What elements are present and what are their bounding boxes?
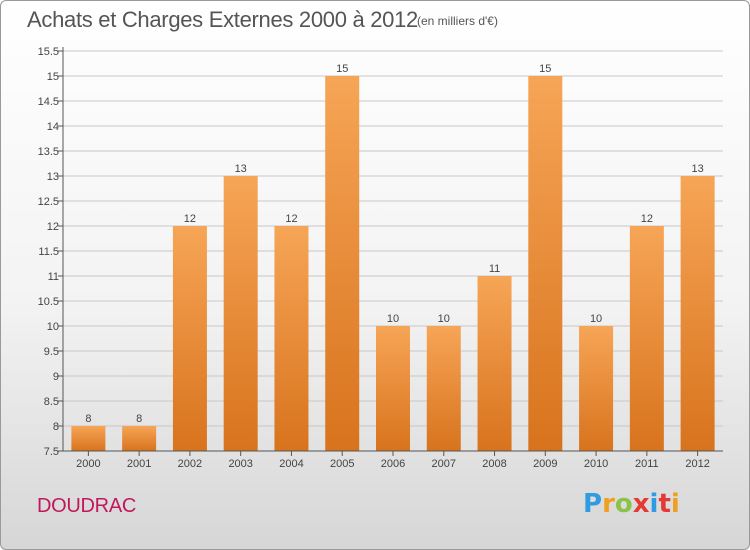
y-tick-label: 8 — [53, 421, 59, 433]
x-tick-label: 2009 — [533, 458, 557, 470]
bar-2004 — [274, 226, 309, 451]
value-label-2006: 10 — [387, 313, 399, 325]
value-label-2012: 13 — [691, 163, 703, 175]
bar-2002 — [172, 226, 207, 451]
brand-letter: i — [649, 489, 659, 519]
brand-letter: t — [658, 489, 671, 519]
y-tick-label: 13 — [47, 171, 59, 183]
brand-letter: o — [614, 489, 633, 519]
x-tick-label: 2001 — [127, 458, 151, 470]
y-tick-label: 7.5 — [44, 446, 59, 458]
value-label-2001: 8 — [136, 413, 142, 425]
x-tick-label: 2002 — [178, 458, 202, 470]
bar-2009 — [528, 76, 563, 451]
value-label-2003: 13 — [235, 163, 247, 175]
x-tick-label: 2003 — [228, 458, 252, 470]
bar-2010 — [579, 326, 614, 451]
labels: 7.5 8 8.5 9 9.5 10 10.5 11 11.5 12 12.5 13 13.5 14 14.… — [38, 46, 710, 470]
bar-2008 — [477, 276, 512, 451]
y-tick-label: 9 — [53, 371, 59, 383]
y-tick-label: 10 — [47, 321, 59, 333]
y-tick-label: 10.5 — [38, 296, 59, 308]
y-tick-label: 12 — [47, 221, 59, 233]
y-tick-label: 11.5 — [38, 246, 59, 258]
x-tick-label: 2010 — [584, 458, 608, 470]
y-tick-label: 15.5 — [38, 46, 59, 58]
brand-letter: i — [670, 489, 680, 519]
y-tick-label: 15 — [47, 71, 59, 83]
bar-2001 — [122, 426, 157, 451]
y-tick-label: 12.5 — [38, 196, 59, 208]
value-label-2011: 12 — [641, 213, 653, 225]
bar-2012 — [680, 176, 715, 451]
bar-2003 — [223, 176, 258, 451]
x-tick-label: 2004 — [279, 458, 303, 470]
value-label-2004: 12 — [285, 213, 297, 225]
axes — [58, 47, 723, 456]
bar-2006 — [376, 326, 410, 451]
chart-unit-label: (en milliers d'€) — [417, 14, 498, 28]
proxiti-logo: Proxiti — [583, 489, 680, 519]
commune-name: DOUDRAC — [37, 495, 137, 517]
x-tick-label: 2007 — [432, 458, 456, 470]
value-label-2002: 12 — [184, 213, 196, 225]
y-tick-label: 8.5 — [44, 396, 59, 408]
bar-2005 — [325, 76, 360, 451]
x-tick-label: 2012 — [685, 458, 709, 470]
y-tick-label: 11 — [48, 271, 59, 283]
bar-2007 — [426, 326, 461, 451]
chart-title: Achats et Charges Externes 2000 à 2012 — [27, 7, 418, 32]
bar-2000 — [71, 426, 106, 451]
value-label-2007: 10 — [438, 313, 450, 325]
brand-letter: r — [602, 489, 615, 519]
x-tick-label: 2008 — [482, 458, 506, 470]
value-label-2000: 8 — [85, 413, 91, 425]
x-tick-label: 2006 — [381, 458, 405, 470]
x-tick-label: 2000 — [76, 458, 100, 470]
x-tick-label: 2005 — [330, 458, 354, 470]
brand-letter: x — [632, 489, 650, 519]
x-tick-label: 2011 — [635, 458, 659, 470]
value-label-2010: 10 — [590, 313, 602, 325]
value-label-2009: 15 — [539, 63, 551, 75]
y-tick-label: 13.5 — [38, 146, 59, 158]
y-tick-label: 14 — [47, 121, 59, 133]
y-tick-label: 9.5 — [44, 346, 59, 358]
value-label-2008: 11 — [489, 263, 500, 275]
y-tick-label: 14.5 — [38, 96, 59, 108]
value-label-2005: 15 — [336, 63, 348, 75]
brand-letter: P — [583, 489, 603, 519]
bars — [71, 76, 715, 451]
bar-2011 — [629, 226, 664, 451]
